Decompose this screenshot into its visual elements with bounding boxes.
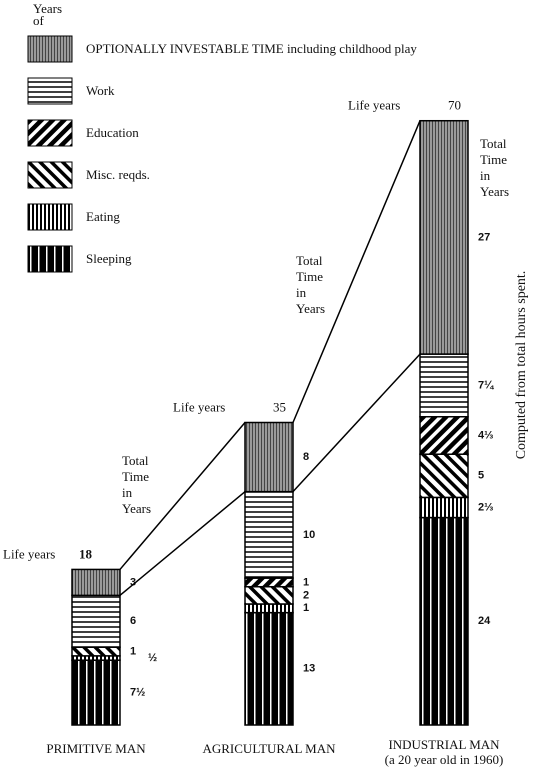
- total-time-label: Total: [296, 253, 323, 268]
- life-label: Life years: [348, 98, 400, 113]
- value-label: 3: [130, 576, 136, 588]
- bar-segment: [244, 611, 294, 726]
- bar-segment: [71, 659, 121, 726]
- legend-label: Education: [86, 125, 139, 140]
- life-total: 35: [273, 399, 286, 414]
- bar-segment: [419, 119, 469, 355]
- total-time-label: Years: [122, 501, 151, 516]
- total-time-label: Time: [296, 269, 323, 284]
- legend-label: Work: [86, 83, 115, 98]
- legend-swatch: [27, 119, 73, 147]
- bar-segment: [419, 353, 469, 418]
- value-label: 27: [478, 231, 490, 243]
- value-label: 1: [130, 645, 136, 657]
- value-label: 5: [478, 470, 484, 482]
- value-label: 7¼: [478, 379, 494, 391]
- total-time-label: Time: [122, 469, 149, 484]
- bar-segment: [71, 568, 121, 597]
- axis-label: Years: [33, 1, 62, 16]
- bar-segment: [71, 594, 121, 648]
- connector: [292, 120, 421, 423]
- life-label: Life years: [173, 399, 225, 414]
- life-label: Life years: [3, 546, 55, 561]
- bar-segment: [419, 415, 469, 455]
- life-total: 18: [79, 546, 93, 561]
- value-label: 1: [303, 576, 309, 588]
- legend-swatch: [27, 203, 73, 231]
- bar-segment: [244, 490, 294, 579]
- x-tick-label: INDUSTRIAL MAN: [388, 737, 500, 752]
- x-tick-label: AGRICULTURAL MAN: [202, 741, 336, 756]
- value-label: 2⅓: [478, 501, 493, 513]
- connector: [119, 491, 246, 596]
- value-label: 24: [478, 615, 491, 627]
- value-label: 4⅓: [478, 429, 493, 441]
- life-total: 70: [448, 98, 461, 113]
- value-label: 8: [303, 451, 309, 463]
- bar-segment: [419, 516, 469, 726]
- total-time-label: Years: [480, 184, 509, 199]
- connector: [292, 353, 421, 493]
- legend-label: Misc. reqds.: [86, 167, 150, 182]
- bar-segment: [244, 585, 294, 605]
- legend-label: OPTIONALLY INVESTABLE TIME including chi…: [86, 41, 417, 56]
- total-time-label: in: [296, 285, 307, 300]
- bar-segment: [244, 603, 294, 614]
- value-label: 10: [303, 529, 315, 541]
- total-time-label: Years: [296, 301, 325, 316]
- total-time-label: Total: [480, 136, 507, 151]
- value-label: 13: [303, 663, 315, 675]
- value-label: 7½: [130, 686, 145, 698]
- total-time-label: Total: [122, 453, 149, 468]
- bar-segment: [419, 453, 469, 499]
- legend-label: Sleeping: [86, 251, 132, 266]
- value-label: 1: [303, 602, 309, 614]
- legend-swatch: [27, 35, 73, 63]
- axis-label: of: [33, 13, 45, 28]
- value-label: 2: [303, 589, 309, 601]
- total-time-label: Time: [480, 152, 507, 167]
- bar-segment: [71, 646, 121, 657]
- bar-segment: [419, 496, 469, 519]
- legend-swatch: [27, 161, 73, 189]
- legend-swatch: [27, 245, 73, 273]
- side-note: Computed from total hours spent.: [514, 271, 529, 460]
- bar-segment: [244, 421, 294, 493]
- legend-label: Eating: [86, 209, 120, 224]
- value-label: ½: [148, 652, 157, 664]
- bar-segment: [244, 577, 294, 588]
- total-time-label: in: [122, 485, 133, 500]
- category-note: (a 20 year old in 1960): [385, 752, 504, 767]
- x-tick-label: PRIMITIVE MAN: [46, 741, 146, 756]
- legend-swatch: [27, 77, 73, 105]
- total-time-label: in: [480, 168, 491, 183]
- value-label: 6: [130, 615, 136, 627]
- connector: [119, 422, 246, 570]
- legend: OPTIONALLY INVESTABLE TIME including chi…: [27, 35, 417, 273]
